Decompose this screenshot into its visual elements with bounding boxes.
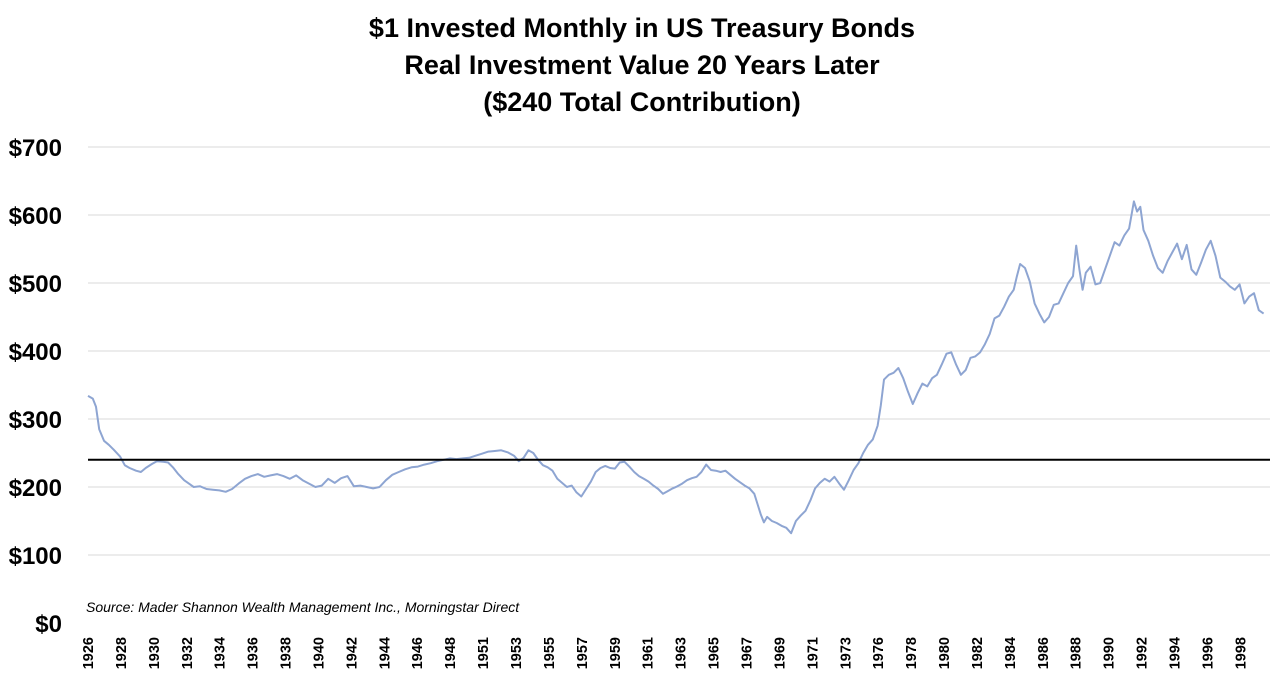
y-tick-label: $700 <box>9 135 62 162</box>
chart-title-line: $1 Invested Monthly in US Treasury Bonds <box>369 13 915 43</box>
x-tick-label: 1967 <box>739 637 755 669</box>
y-tick-label: $600 <box>9 203 62 230</box>
x-tick-label: 1944 <box>377 637 393 669</box>
x-tick-label: 1992 <box>1135 637 1151 669</box>
chart-title: $1 Invested Monthly in US Treasury Bonds… <box>369 13 915 117</box>
x-tick-label: 1996 <box>1200 637 1216 669</box>
y-tick-label: $300 <box>9 407 62 434</box>
y-tick-label: $200 <box>9 475 62 502</box>
y-tick-label: $400 <box>9 339 62 366</box>
x-tick-label: 1957 <box>575 637 591 669</box>
x-tick-label: 1946 <box>410 637 426 669</box>
x-tick-label: 1982 <box>970 637 986 669</box>
x-tick-label: 1942 <box>344 637 360 669</box>
x-tick-label: 1994 <box>1168 637 1184 669</box>
x-tick-label: 1978 <box>904 637 920 669</box>
x-tick-label: 1932 <box>180 637 196 669</box>
series-line-real-investment-value <box>87 200 1265 535</box>
x-tick-label: 1959 <box>608 637 624 669</box>
gridlines <box>88 146 1270 556</box>
x-tick-label: 1980 <box>937 637 953 669</box>
x-tick-label: 1984 <box>1003 637 1019 669</box>
x-tick-label: 1951 <box>476 637 492 669</box>
x-tick-label: 1986 <box>1036 637 1052 669</box>
y-tick-label: $0 <box>35 611 62 638</box>
x-tick-label: 1965 <box>707 637 723 669</box>
x-tick-label: 1930 <box>147 637 163 669</box>
x-tick-label: 1955 <box>542 637 558 669</box>
x-tick-label: 1934 <box>213 637 229 669</box>
x-tick-label: 1976 <box>871 637 887 669</box>
x-tick-label: 1948 <box>443 637 459 669</box>
source-note: Source: Mader Shannon Wealth Management … <box>86 599 520 615</box>
x-tick-label: 1963 <box>674 637 690 669</box>
x-tick-label: 1938 <box>279 637 295 669</box>
x-tick-label: 1971 <box>805 637 821 669</box>
x-tick-label: 1988 <box>1069 637 1085 669</box>
x-tick-label: 1926 <box>81 637 97 669</box>
plot-area <box>87 200 1270 535</box>
x-tick-label: 1998 <box>1233 637 1249 669</box>
x-tick-label: 1969 <box>772 637 788 669</box>
x-tick-label: 1940 <box>311 637 327 669</box>
y-tick-label: $100 <box>9 543 62 570</box>
x-tick-label: 1953 <box>509 637 525 669</box>
x-tick-label: 1990 <box>1102 637 1118 669</box>
y-axis-tick-labels: $0 $100 $200 $300 $400 $500 $600 $700 <box>9 135 62 638</box>
chart-title-line: Real Investment Value 20 Years Later <box>404 50 880 80</box>
x-tick-label: 1936 <box>246 637 262 669</box>
chart-title-line: ($240 Total Contribution) <box>483 87 801 117</box>
x-tick-label: 1961 <box>641 637 657 669</box>
x-axis-tick-labels: 1926 1928 1930 1932 1934 1936 1938 1940 1942 1944… <box>81 637 1249 669</box>
y-tick-label: $500 <box>9 271 62 298</box>
x-tick-label: 1973 <box>838 637 854 669</box>
x-tick-label: 1928 <box>114 637 130 669</box>
